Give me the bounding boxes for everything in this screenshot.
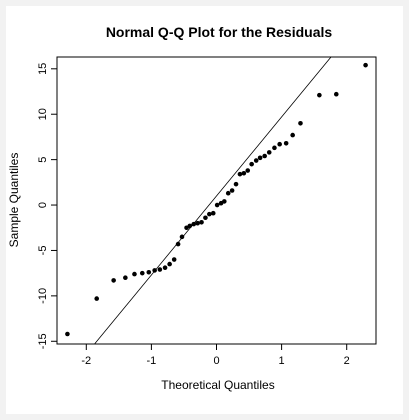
data-point [123, 275, 128, 280]
data-point [179, 234, 185, 240]
data-point [229, 188, 235, 193]
y-tick-label: 5 [37, 157, 49, 163]
x-tick-label: 1 [279, 355, 285, 367]
data-point [249, 161, 254, 167]
data-point [245, 168, 251, 173]
data-point [146, 269, 152, 275]
data-point [111, 278, 116, 283]
reference-line [94, 57, 332, 344]
data-point [191, 221, 197, 227]
y-tick-label: -15 [37, 333, 49, 349]
data-point [94, 296, 100, 301]
plot-box [56, 56, 377, 345]
points-group [65, 62, 368, 337]
data-point [195, 220, 200, 226]
data-point [199, 219, 204, 225]
data-point [157, 267, 163, 272]
x-tick-label: 0 [213, 355, 219, 367]
data-point [237, 171, 243, 177]
x-axis: -2 -1 0 1 2 [81, 343, 350, 367]
data-point [317, 92, 322, 98]
data-point [225, 190, 231, 196]
data-point [233, 181, 239, 187]
data-point [363, 62, 368, 68]
data-point [272, 145, 277, 151]
data-point [152, 268, 157, 273]
data-point [207, 211, 212, 217]
data-point [253, 158, 259, 163]
data-point [139, 270, 145, 276]
y-tick-label: 15 [37, 63, 49, 75]
data-point [65, 331, 70, 337]
data-point [171, 257, 177, 262]
x-tick-label: 2 [344, 355, 350, 367]
data-point [257, 155, 263, 161]
y-tick-label: -10 [37, 288, 49, 304]
x-axis-label: Theoretical Quantiles [161, 378, 274, 392]
x-tick-label: -2 [81, 355, 91, 367]
y-tick-label: 10 [37, 108, 49, 120]
data-point [262, 153, 267, 159]
data-point [132, 271, 137, 277]
chart-title: Normal Q-Q Plot for the Residuals [106, 24, 333, 40]
data-point [214, 202, 220, 208]
data-point [290, 132, 295, 138]
data-point [210, 210, 216, 216]
data-point [175, 241, 181, 247]
data-point [222, 199, 227, 204]
data-point [162, 265, 168, 271]
data-point [241, 170, 247, 176]
data-point [203, 215, 208, 221]
data-point [266, 150, 272, 155]
y-tick-label: -5 [37, 246, 49, 256]
data-point [277, 141, 282, 147]
data-point [298, 121, 303, 126]
data-point [187, 223, 193, 229]
data-point [167, 261, 172, 267]
y-axis: -15 -10 -5 0 5 10 15 [37, 63, 58, 349]
data-point [283, 140, 289, 146]
reference-line-group [94, 57, 332, 344]
y-tick-label: 0 [37, 202, 49, 208]
y-axis-label: Sample Quantiles [7, 153, 21, 248]
data-point [333, 91, 339, 97]
x-tick-label: -1 [147, 355, 157, 367]
